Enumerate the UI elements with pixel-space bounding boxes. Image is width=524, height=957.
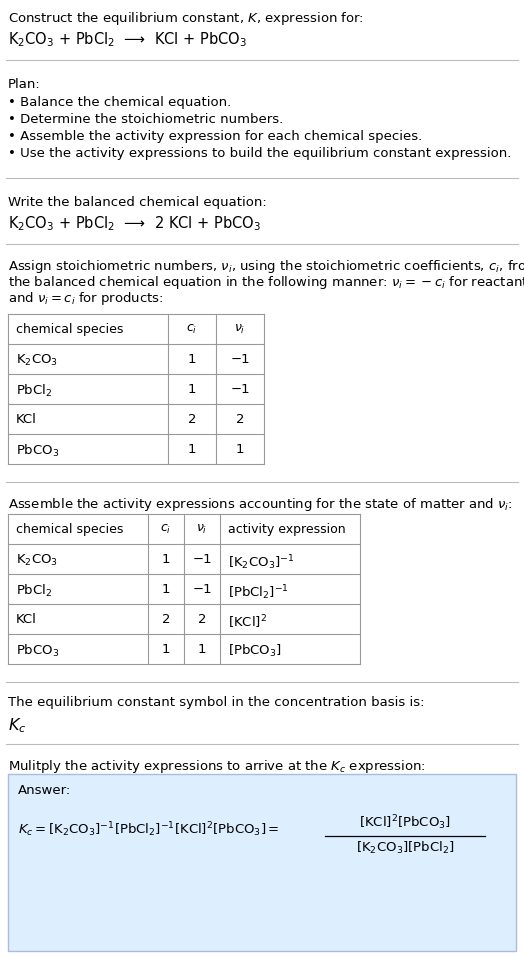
Text: $[\mathregular{K_2CO_3}][\mathregular{PbCl_2}]$: $[\mathregular{K_2CO_3}][\mathregular{Pb…	[356, 840, 454, 857]
Text: Write the balanced chemical equation:: Write the balanced chemical equation:	[8, 196, 267, 209]
Text: $\mathregular{PbCO_3}$: $\mathregular{PbCO_3}$	[16, 643, 59, 659]
Text: $[\mathregular{KCl}]^2 [\mathregular{PbCO_3}]$: $[\mathregular{KCl}]^2 [\mathregular{PbC…	[359, 813, 451, 832]
Text: the balanced chemical equation in the following manner: $\nu_i = -c_i$ for react: the balanced chemical equation in the fo…	[8, 274, 524, 291]
Text: • Balance the chemical equation.: • Balance the chemical equation.	[8, 96, 231, 109]
Text: $[\mathregular{K_2CO_3}]^{-1}$: $[\mathregular{K_2CO_3}]^{-1}$	[228, 553, 294, 571]
Text: The equilibrium constant symbol in the concentration basis is:: The equilibrium constant symbol in the c…	[8, 696, 424, 709]
FancyBboxPatch shape	[8, 774, 516, 951]
Text: activity expression: activity expression	[228, 523, 346, 536]
Text: 1: 1	[198, 643, 206, 656]
Text: 2: 2	[198, 613, 206, 626]
Text: Assemble the activity expressions accounting for the state of matter and $\nu_i$: Assemble the activity expressions accoun…	[8, 496, 512, 513]
Text: 2: 2	[236, 413, 244, 426]
Text: Plan:: Plan:	[8, 78, 41, 91]
Text: $[\mathregular{KCl}]^2$: $[\mathregular{KCl}]^2$	[228, 613, 267, 631]
Text: $[\mathregular{PbCO_3}]$: $[\mathregular{PbCO_3}]$	[228, 643, 282, 659]
Text: 2: 2	[162, 613, 170, 626]
Text: 1: 1	[188, 383, 196, 396]
Text: 1: 1	[188, 353, 196, 366]
Text: • Assemble the activity expression for each chemical species.: • Assemble the activity expression for e…	[8, 130, 422, 143]
Text: $K_c$: $K_c$	[8, 716, 26, 735]
Text: • Use the activity expressions to build the equilibrium constant expression.: • Use the activity expressions to build …	[8, 147, 511, 160]
Text: KCl: KCl	[16, 613, 37, 626]
Text: 1: 1	[162, 643, 170, 656]
Text: KCl: KCl	[16, 413, 37, 426]
Text: chemical species: chemical species	[16, 523, 123, 536]
Text: $[\mathregular{PbCl_2}]^{-1}$: $[\mathregular{PbCl_2}]^{-1}$	[228, 583, 289, 602]
Text: $\nu_i$: $\nu_i$	[234, 323, 246, 336]
Text: 1: 1	[162, 583, 170, 596]
Text: $\mathregular{K_2CO_3}$ + $\mathregular{PbCl_2}$  ⟶  2 KCl + $\mathregular{PbCO_: $\mathregular{K_2CO_3}$ + $\mathregular{…	[8, 214, 261, 233]
Text: Mulitply the activity expressions to arrive at the $K_c$ expression:: Mulitply the activity expressions to arr…	[8, 758, 426, 775]
Text: Assign stoichiometric numbers, $\nu_i$, using the stoichiometric coefficients, $: Assign stoichiometric numbers, $\nu_i$, …	[8, 258, 524, 275]
Text: −1: −1	[192, 583, 212, 596]
Text: −1: −1	[230, 383, 250, 396]
Text: Construct the equilibrium constant, $K$, expression for:: Construct the equilibrium constant, $K$,…	[8, 10, 364, 27]
Text: −1: −1	[192, 553, 212, 566]
Text: $\mathregular{PbCl_2}$: $\mathregular{PbCl_2}$	[16, 583, 52, 599]
Text: $\mathregular{K_2CO_3}$ + $\mathregular{PbCl_2}$  ⟶  KCl + $\mathregular{PbCO_3}: $\mathregular{K_2CO_3}$ + $\mathregular{…	[8, 30, 247, 49]
Text: Answer:: Answer:	[18, 784, 71, 797]
Text: $\mathregular{PbCO_3}$: $\mathregular{PbCO_3}$	[16, 443, 59, 459]
Text: $K_c = [\mathregular{K_2CO_3}]^{-1} [\mathregular{PbCl_2}]^{-1} [\mathregular{KC: $K_c = [\mathregular{K_2CO_3}]^{-1} [\ma…	[18, 821, 279, 839]
Text: $\mathregular{K_2CO_3}$: $\mathregular{K_2CO_3}$	[16, 553, 58, 568]
Text: 1: 1	[188, 443, 196, 456]
Text: 1: 1	[236, 443, 244, 456]
Text: chemical species: chemical species	[16, 323, 123, 336]
Text: 2: 2	[188, 413, 196, 426]
Text: $\nu_i$: $\nu_i$	[196, 523, 208, 536]
Text: and $\nu_i = c_i$ for products:: and $\nu_i = c_i$ for products:	[8, 290, 163, 307]
Text: $\mathregular{PbCl_2}$: $\mathregular{PbCl_2}$	[16, 383, 52, 399]
Text: $\mathregular{K_2CO_3}$: $\mathregular{K_2CO_3}$	[16, 353, 58, 368]
Text: $c_i$: $c_i$	[187, 323, 198, 336]
Text: $c_i$: $c_i$	[160, 523, 172, 536]
Text: • Determine the stoichiometric numbers.: • Determine the stoichiometric numbers.	[8, 113, 283, 126]
Text: −1: −1	[230, 353, 250, 366]
Text: 1: 1	[162, 553, 170, 566]
